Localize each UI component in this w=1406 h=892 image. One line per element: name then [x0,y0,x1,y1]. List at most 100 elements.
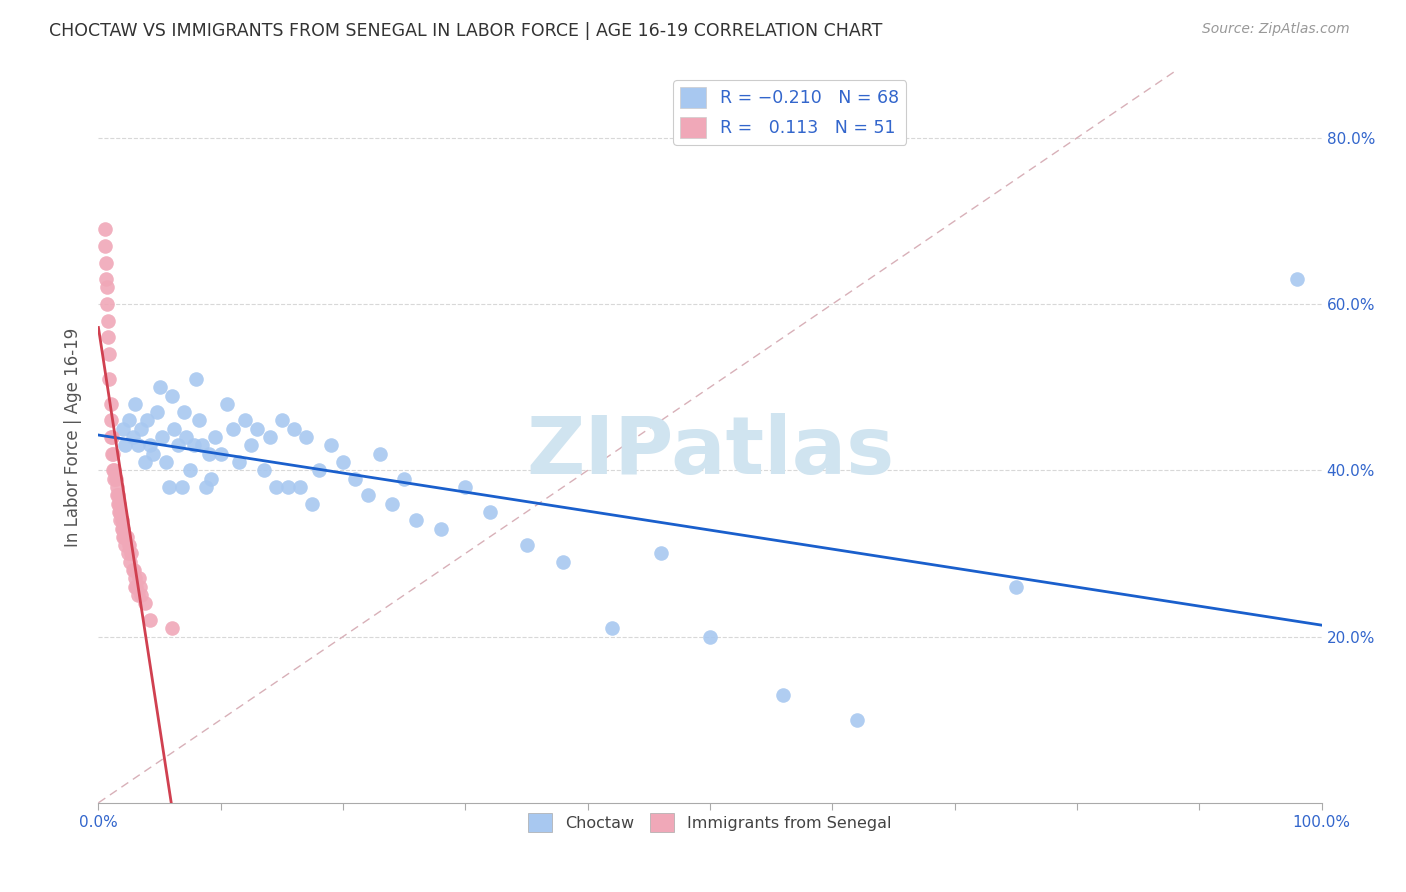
Point [270,413,294,427]
Point [405,513,427,527]
Point [114,538,136,552]
Point [295,430,318,444]
Point [368,447,391,461]
Point [845,713,868,727]
Point [319,438,342,452]
Point [150,430,173,444]
Point [160,621,183,635]
Point [381,497,404,511]
Point [183,438,205,452]
Point [283,422,305,436]
Text: ZIPatlas: ZIPatlas [526,413,894,491]
Point [209,447,232,461]
Point [392,472,416,486]
Point [170,480,193,494]
Point [277,480,299,494]
Point [301,497,323,511]
Point [173,405,195,419]
Point [454,480,477,494]
Point [142,447,165,461]
Point [111,513,134,527]
Point [117,546,139,560]
Point [252,463,274,477]
Point [290,480,312,494]
Point [356,488,378,502]
Point [191,438,214,452]
Point [1286,272,1309,286]
Point [111,422,134,436]
Point [187,413,209,427]
Point [125,580,148,594]
Point [111,530,134,544]
Point [105,488,128,502]
Point [115,530,138,544]
Point [186,372,208,386]
Point [94,255,117,269]
Point [93,222,115,236]
Point [246,422,269,436]
Point [121,430,143,444]
Point [155,455,177,469]
Point [127,438,149,452]
Point [101,430,124,444]
Text: Source: ZipAtlas.com: Source: ZipAtlas.com [1202,22,1350,37]
Point [515,538,537,552]
Point [120,555,142,569]
Point [200,472,222,486]
Point [157,480,180,494]
Point [101,463,124,477]
Point [124,397,146,411]
Point [344,472,367,486]
Point [98,347,121,361]
Point [128,571,150,585]
Point [129,422,152,436]
Point [97,314,120,328]
Point [107,497,129,511]
Point [259,430,281,444]
Point [108,505,131,519]
Point [146,405,169,419]
Point [101,447,124,461]
Point [136,413,159,427]
Point [160,388,183,402]
Point [107,488,129,502]
Point [114,438,136,452]
Point [134,455,156,469]
Point [129,580,152,594]
Point [105,480,128,494]
Point [100,397,122,411]
Point [149,380,172,394]
Point [332,455,354,469]
Point [650,546,672,560]
Point [121,563,143,577]
Point [103,463,125,477]
Point [167,438,190,452]
Point [118,413,141,427]
Point [104,472,127,486]
Point [118,538,141,552]
Point [112,530,135,544]
Point [96,297,118,311]
Point [215,397,238,411]
Point [699,630,721,644]
Point [176,430,198,444]
Point [478,505,501,519]
Point [98,372,121,386]
Point [600,621,623,635]
Point [122,563,145,577]
Point [129,588,152,602]
Point [101,447,124,461]
Point [139,613,162,627]
Point [111,521,134,535]
Point [204,430,226,444]
Legend: Choctaw, Immigrants from Senegal: Choctaw, Immigrants from Senegal [522,806,898,838]
Point [124,571,146,585]
Point [127,588,149,602]
Point [100,430,122,444]
Point [1004,580,1026,594]
Point [124,580,146,594]
Point [553,555,575,569]
Point [110,513,132,527]
Point [163,422,186,436]
Point [94,272,117,286]
